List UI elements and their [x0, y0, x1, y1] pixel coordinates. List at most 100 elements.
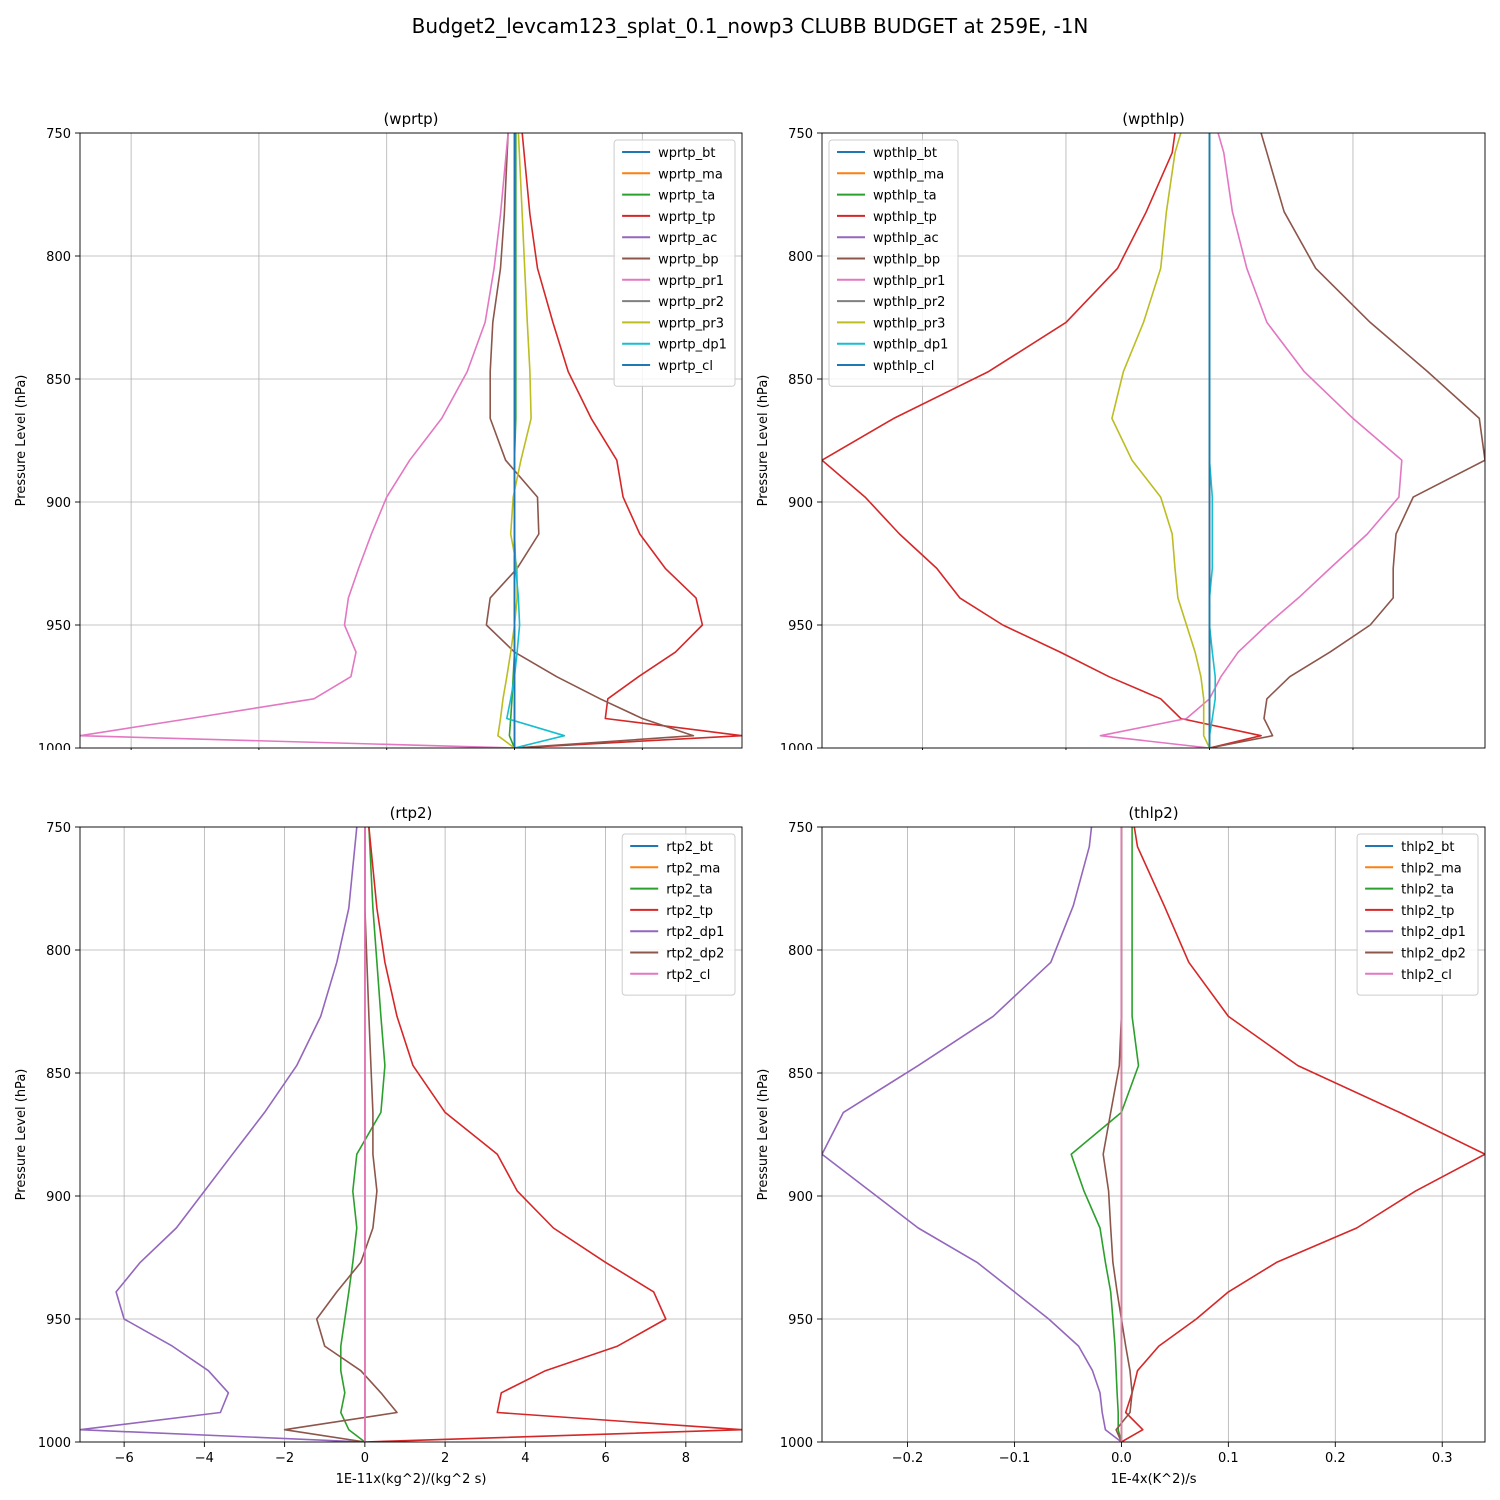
series-line-thlp2_dp1 — [822, 827, 1122, 1442]
legend-label-rtp2_bt: rtp2_bt — [666, 840, 713, 855]
legend-label-wpthlp_pr2: wpthlp_pr2 — [873, 295, 945, 310]
legend-label-wpthlp_dp1: wpthlp_dp1 — [873, 338, 948, 353]
legend-box — [613, 139, 736, 387]
legend-label-thlp2_dp2: thlp2_dp2 — [1401, 947, 1466, 962]
panel-title: (wprtp) — [383, 110, 438, 128]
y-tick-label: 850 — [46, 373, 71, 388]
axes-frame — [79, 826, 743, 1443]
legend-label-thlp2_ma: thlp2_ma — [1401, 861, 1462, 876]
y-tick-label: 1000 — [780, 1436, 813, 1451]
legend-label-wpthlp_ma: wpthlp_ma — [873, 167, 944, 182]
series-group — [822, 827, 1485, 1442]
legend-label-thlp2_dp1: thlp2_dp1 — [1401, 925, 1466, 940]
legend-label-thlp2_ta: thlp2_ta — [1401, 883, 1454, 898]
panel-wpthlp: −1.0−0.50.00.57508008509009501000(wpthlp… — [756, 110, 1486, 750]
legend-label-wprtp_dp1: wprtp_dp1 — [658, 338, 727, 353]
legend-label-rtp2_tp: rtp2_tp — [666, 904, 713, 919]
x-tick-label: 4 — [521, 1451, 529, 1466]
legend-label-rtp2_ma: rtp2_ma — [666, 861, 720, 876]
legend-label-rtp2_dp1: rtp2_dp1 — [666, 925, 724, 940]
x-tick-label: 0.1 — [1218, 1451, 1239, 1466]
y-tick-label: 750 — [46, 821, 71, 836]
x-tick-label: −0.2 — [892, 1451, 924, 1466]
y-tick-label: 950 — [788, 619, 813, 634]
legend-box — [828, 139, 959, 387]
legend-label-wpthlp_cl: wpthlp_cl — [873, 359, 934, 374]
y-tick-label: 800 — [788, 944, 813, 959]
x-tick-label: −0.1 — [999, 1451, 1031, 1466]
y-tick-label: 850 — [788, 373, 813, 388]
y-tick-label: 950 — [788, 1313, 813, 1328]
legend-label-wprtp_bp: wprtp_bp — [658, 253, 719, 268]
legend-label-wprtp_tp: wprtp_tp — [658, 210, 715, 225]
y-tick-label: 900 — [46, 496, 71, 511]
axes-frame — [821, 826, 1486, 1443]
x-tick-label: 0 — [361, 1451, 369, 1466]
y-tick-label: 1000 — [38, 742, 71, 750]
series-line-wpthlp_tp — [822, 133, 1262, 748]
series-group — [80, 133, 742, 748]
x-axis-label: 1E-11x(kg^2)/(kg^2 s) — [336, 1472, 487, 1487]
y-axis-label: Pressure Level (hPa) — [14, 375, 29, 507]
series-line-rtp2_ta — [339, 827, 386, 1442]
series-line-wprtp_pr1 — [80, 133, 515, 748]
legend-label-wprtp_cl: wprtp_cl — [658, 359, 713, 374]
series-line-thlp2_ta — [1070, 827, 1140, 1442]
legend-label-rtp2_ta: rtp2_ta — [666, 883, 713, 898]
panel-title: (wpthlp) — [1122, 110, 1185, 128]
y-axis-label: Pressure Level (hPa) — [756, 1069, 771, 1201]
legend-label-wpthlp_bt: wpthlp_bt — [873, 146, 937, 161]
legend-label-wpthlp_bp: wpthlp_bp — [873, 253, 940, 268]
x-tick-label: 0.0 — [1111, 1451, 1132, 1466]
axes-frame — [821, 132, 1486, 749]
x-tick-label: −4 — [195, 1451, 214, 1466]
legend-label-wprtp_ac: wprtp_ac — [658, 231, 717, 246]
y-tick-label: 1000 — [780, 742, 813, 750]
legend-label-wprtp_pr2: wprtp_pr2 — [658, 295, 724, 310]
y-tick-label: 800 — [46, 944, 71, 959]
panel-wprtp: −3−2−1017508008509009501000(wprtp)1E-7x(… — [14, 110, 743, 750]
legend-label-wprtp_pr3: wprtp_pr3 — [658, 316, 724, 331]
y-tick-label: 950 — [46, 1313, 71, 1328]
legend-label-thlp2_bt: thlp2_bt — [1401, 840, 1454, 855]
series-group — [822, 133, 1485, 748]
legend-label-wprtp_ta: wprtp_ta — [658, 189, 715, 204]
series-line-wpthlp_pr3 — [1111, 133, 1211, 748]
y-tick-label: 850 — [46, 1067, 71, 1082]
legend-label-wprtp_bt: wprtp_bt — [658, 146, 715, 161]
x-tick-label: 2 — [441, 1451, 449, 1466]
legend-label-wprtp_ma: wprtp_ma — [658, 167, 723, 182]
y-tick-label: 950 — [46, 619, 71, 634]
legend-label-wpthlp_pr1: wpthlp_pr1 — [873, 274, 945, 289]
legend-label-rtp2_dp2: rtp2_dp2 — [666, 947, 724, 962]
panel-title: (thlp2) — [1128, 804, 1178, 822]
panel-title: (rtp2) — [390, 804, 433, 822]
panel-rtp2: −6 −4 −2 0 2 4 6 8 750 800 850 900 950 1000 (rtp2) 1E-1… — [14, 804, 743, 1487]
legend-label-wpthlp_tp: wpthlp_tp — [873, 210, 937, 225]
legend-label-rtp2_cl: rtp2_cl — [666, 968, 710, 983]
x-axis-label: 1E-4x(K^2)/s — [1110, 1472, 1196, 1487]
legend-label-wpthlp_ac: wpthlp_ac — [873, 231, 939, 246]
x-tick-label: −6 — [115, 1451, 134, 1466]
legend-label-thlp2_cl: thlp2_cl — [1401, 968, 1452, 983]
figure-title: Budget2_levcam123_splat_0.1_nowp3 CLUBB … — [411, 14, 1089, 38]
y-tick-label: 750 — [788, 821, 813, 836]
y-tick-label: 800 — [788, 250, 813, 265]
legend: wprtp_bt wprtp_ma wprtp_ta wprtp_tp wprtp_ac… — [613, 139, 736, 387]
legend: thlp2_bt thlp2_ma thlp2_ta thlp2_tp thlp2_dp… — [1356, 833, 1479, 996]
y-tick-label: 1000 — [38, 1436, 71, 1451]
legend-label-wpthlp_pr3: wpthlp_pr3 — [873, 316, 945, 331]
series-line-rtp2_tp — [364, 827, 742, 1442]
y-axis-label: Pressure Level (hPa) — [756, 375, 771, 507]
legend: rtp2_bt rtp2_ma rtp2_ta rtp2_tp rtp2_dp1 rtp2… — [621, 833, 736, 996]
x-tick-label: −2 — [275, 1451, 294, 1466]
legend-box — [621, 833, 736, 996]
series-line-wpthlp_bp — [1209, 133, 1485, 748]
series-line-rtp2_dp2 — [283, 827, 398, 1442]
y-tick-label: 900 — [46, 1190, 71, 1205]
y-tick-label: 900 — [788, 1190, 813, 1205]
legend-label-wprtp_pr1: wprtp_pr1 — [658, 274, 724, 289]
y-tick-label: 800 — [46, 250, 71, 265]
x-tick-label: 0.3 — [1432, 1451, 1453, 1466]
legend-box — [1356, 833, 1479, 996]
